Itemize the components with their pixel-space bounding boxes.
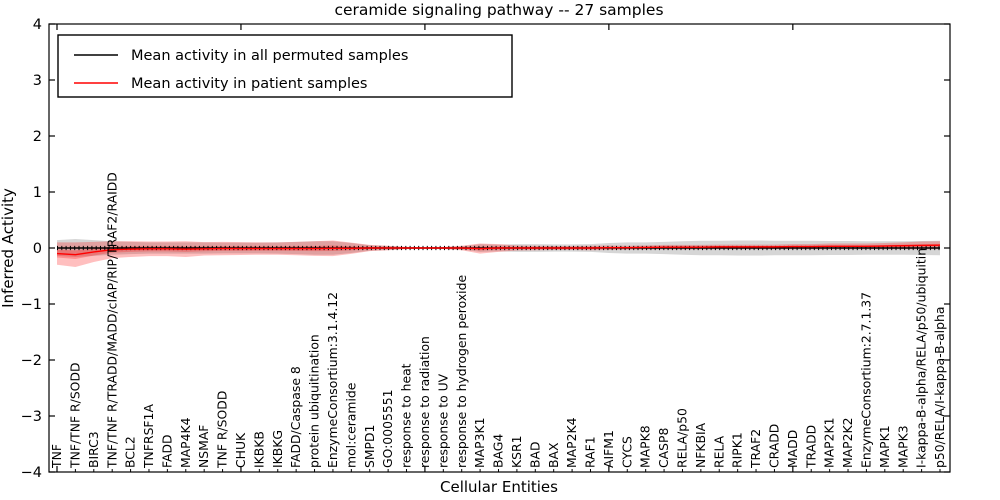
svg-text:TNF R/SODD: TNF R/SODD <box>215 391 230 469</box>
svg-text:TNF/TNF R/SODD: TNF/TNF R/SODD <box>67 362 82 469</box>
svg-text:EnzymeConsortium:3.1.4.12: EnzymeConsortium:3.1.4.12 <box>325 292 340 468</box>
svg-text:MAP3K1: MAP3K1 <box>472 417 487 468</box>
svg-text:BAX: BAX <box>546 442 561 468</box>
svg-text:MAPK3: MAPK3 <box>895 425 910 468</box>
svg-text:response to radiation: response to radiation <box>417 336 432 468</box>
svg-text:CHUK: CHUK <box>233 432 248 468</box>
legend-label-patient: Mean activity in patient samples <box>131 76 367 92</box>
svg-text:AIFM1: AIFM1 <box>601 430 616 468</box>
svg-text:−2: −2 <box>21 353 42 369</box>
svg-text:MADD: MADD <box>785 430 800 468</box>
svg-text:TNFRSF1A: TNFRSF1A <box>141 404 156 469</box>
svg-text:IKBKG: IKBKG <box>270 430 285 468</box>
legend: Mean activity in all permuted samples Me… <box>57 34 513 98</box>
svg-text:MAP2K4: MAP2K4 <box>564 417 579 468</box>
band-layer <box>57 239 940 268</box>
svg-text:2: 2 <box>33 129 42 145</box>
chart-title: ceramide signaling pathway -- 27 samples <box>334 1 663 19</box>
y-tick-labels: 4 3 2 1 0 −1 −2 −3 −4 <box>21 17 42 481</box>
svg-text:response to heat: response to heat <box>399 363 414 468</box>
svg-text:BCL2: BCL2 <box>123 436 138 468</box>
svg-text:CASP8: CASP8 <box>656 428 671 468</box>
svg-text:−4: −4 <box>21 465 42 481</box>
svg-text:GO:0005551: GO:0005551 <box>380 390 395 469</box>
svg-text:BAG4: BAG4 <box>491 434 506 468</box>
svg-text:RAF1: RAF1 <box>583 436 598 468</box>
svg-text:KSR1: KSR1 <box>509 436 524 468</box>
svg-text:response to hydrogen peroxide: response to hydrogen peroxide <box>454 275 469 468</box>
svg-text:−1: −1 <box>21 297 42 313</box>
svg-text:NFKBIA: NFKBIA <box>693 422 708 468</box>
svg-text:p50/RELA/I-kappa-B-alpha: p50/RELA/I-kappa-B-alpha <box>932 307 947 468</box>
svg-text:EnzymeConsortium:2.7.1.37: EnzymeConsortium:2.7.1.37 <box>859 292 874 468</box>
svg-text:response to UV: response to UV <box>435 373 450 468</box>
svg-text:MAPK1: MAPK1 <box>877 425 892 468</box>
svg-text:−3: −3 <box>21 409 42 425</box>
svg-text:protein ubiquitination: protein ubiquitination <box>307 334 322 468</box>
svg-text:1: 1 <box>33 185 42 201</box>
legend-box <box>57 34 513 98</box>
svg-text:I-kappa-B-alpha/RELA/p50/ubiqu: I-kappa-B-alpha/RELA/p50/ubiquitin <box>914 248 929 468</box>
svg-text:FADD/Caspase 8: FADD/Caspase 8 <box>288 366 303 468</box>
svg-text:RELA: RELA <box>711 435 726 468</box>
svg-text:mol:ceramide: mol:ceramide <box>343 383 358 468</box>
x-axis-label: Cellular Entities <box>440 478 558 496</box>
svg-text:TRAF2: TRAF2 <box>748 429 763 469</box>
svg-text:MAP2K2: MAP2K2 <box>840 417 855 468</box>
svg-text:0: 0 <box>33 241 42 257</box>
svg-text:MAP2K1: MAP2K1 <box>822 417 837 468</box>
svg-text:4: 4 <box>33 17 42 33</box>
svg-text:FADD: FADD <box>159 434 174 468</box>
svg-text:MAP4K4: MAP4K4 <box>178 417 193 468</box>
svg-text:MAPK8: MAPK8 <box>638 425 653 468</box>
line-layer <box>56 244 941 256</box>
svg-text:RELA/p50: RELA/p50 <box>675 408 690 468</box>
svg-text:BIRC3: BIRC3 <box>86 431 101 468</box>
svg-text:TRADD: TRADD <box>803 425 818 469</box>
svg-text:CYCS: CYCS <box>619 436 634 468</box>
tick-layer <box>49 23 950 473</box>
svg-text:CRADD: CRADD <box>767 424 782 468</box>
svg-text:RIPK1: RIPK1 <box>730 432 745 468</box>
svg-text:BAD: BAD <box>527 441 542 468</box>
legend-label-permuted: Mean activity in all permuted samples <box>131 48 408 64</box>
x-category-labels: TNF TNF/TNF R/SODD BIRC3 TNF/TNF R/TRADD/MA… <box>49 172 947 469</box>
svg-text:TNF: TNF <box>49 444 64 469</box>
svg-text:3: 3 <box>33 73 42 89</box>
svg-text:TNF/TNF R/TRADD/MADD/cIAP/RIP/: TNF/TNF R/TRADD/MADD/cIAP/RIP/TRAF2/RAID… <box>104 172 119 469</box>
svg-text:NSMAF: NSMAF <box>196 425 211 468</box>
svg-text:SMPD1: SMPD1 <box>362 425 377 468</box>
svg-text:IKBKB: IKBKB <box>251 431 266 468</box>
y-axis-label: Inferred Activity <box>0 188 17 308</box>
